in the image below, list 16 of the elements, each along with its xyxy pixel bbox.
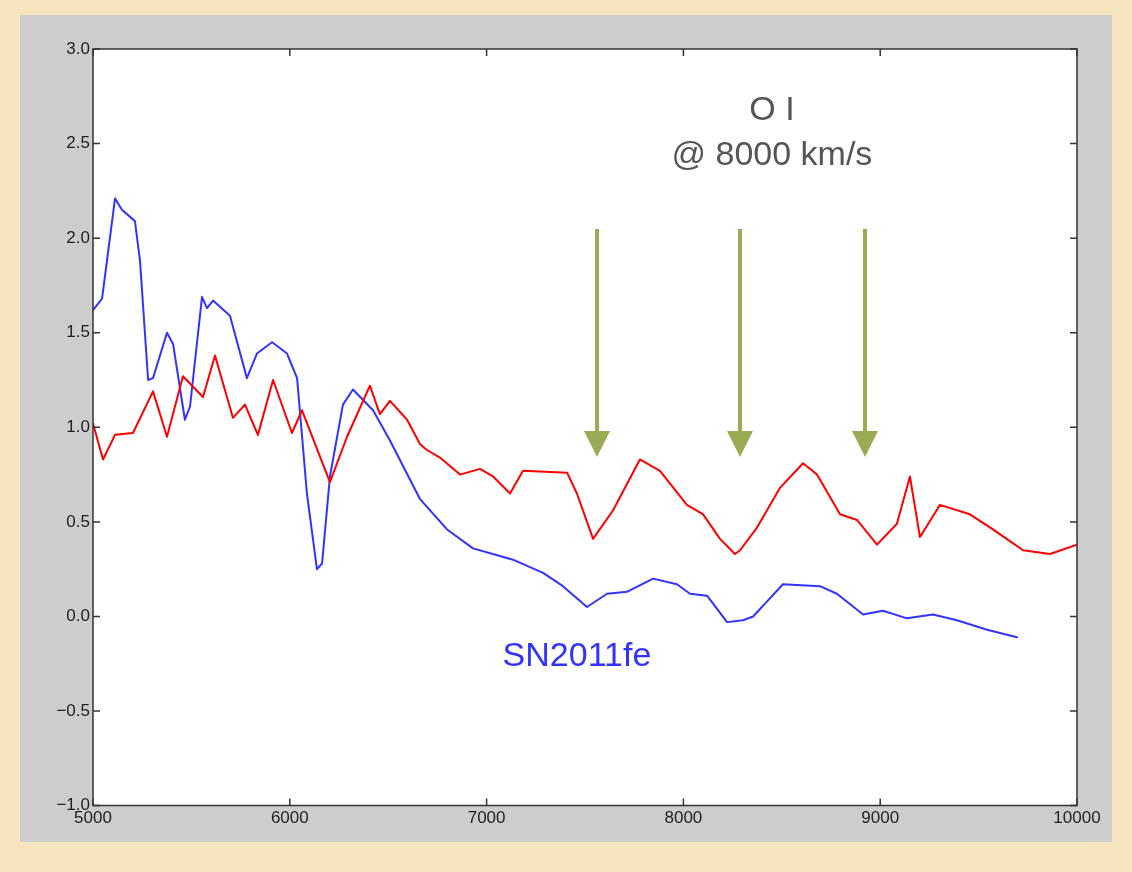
x-tick-label: 10000 [1053, 808, 1101, 828]
y-tick-label: 0.0 [66, 606, 90, 626]
series-label: SN2011fe [502, 635, 652, 674]
annotation: @ 8000 km/s [671, 134, 873, 173]
y-tick-label: −0.5 [56, 700, 90, 720]
y-tick-label: 2.5 [66, 133, 90, 153]
x-tick-label: 9000 [861, 808, 900, 828]
y-tick-label: 1.5 [66, 322, 90, 342]
x-tick-label: 6000 [270, 808, 309, 828]
annotation: O I [749, 89, 795, 128]
x-tick-label: 7000 [467, 808, 506, 828]
x-tick-label: 8000 [664, 808, 703, 828]
y-tick-label: 1.0 [66, 416, 90, 436]
y-tick-label: 2.0 [66, 227, 90, 247]
y-tick-label: 0.5 [66, 511, 90, 531]
y-tick-label: 3.0 [66, 38, 90, 58]
